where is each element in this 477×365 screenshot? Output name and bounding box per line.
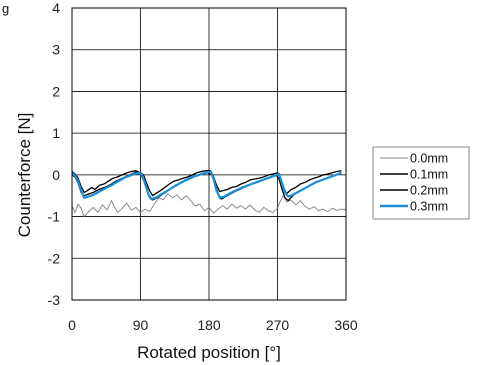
legend-label: 0.1mm — [410, 168, 448, 182]
legend: 0.0mm 0.1mm 0.2mm 0.3mm — [372, 146, 470, 220]
legend-label: 0.2mm — [410, 184, 448, 198]
y-tick-label: -1 — [48, 209, 61, 225]
legend-label: 0.0mm — [410, 152, 448, 166]
x-tick-label: 0 — [68, 317, 76, 333]
series-line-0-2mm — [71, 170, 342, 202]
figure-label: g — [2, 1, 9, 16]
y-tick-label: -2 — [48, 250, 61, 266]
x-axis-title: Rotated position [°] — [137, 343, 281, 362]
y-tick-label: -3 — [48, 292, 61, 308]
y-tick-label: 2 — [52, 83, 60, 99]
grid — [71, 7, 347, 301]
x-tick-label: 270 — [266, 317, 290, 333]
x-tick-labels: 0 90 180 270 360 — [68, 317, 358, 333]
x-tick-label: 90 — [133, 317, 149, 333]
legend-label: 0.3mm — [410, 200, 448, 214]
x-tick-label: 180 — [197, 317, 221, 333]
y-tick-label: 0 — [52, 167, 60, 183]
series-line-0-3mm — [71, 170, 342, 201]
y-tick-label: 4 — [52, 0, 60, 16]
series-line-0-0mm — [71, 193, 347, 218]
y-tick-labels: -3 -2 -1 0 1 2 3 4 — [48, 0, 61, 308]
y-axis-title: Counterforce [N] — [15, 113, 34, 238]
plot-frame — [71, 7, 347, 301]
x-tick-label: 360 — [334, 317, 358, 333]
y-tick-label: 3 — [52, 42, 60, 58]
series-line-0-1mm — [71, 170, 342, 197]
series-layer — [71, 170, 347, 218]
y-tick-label: 1 — [52, 125, 60, 141]
